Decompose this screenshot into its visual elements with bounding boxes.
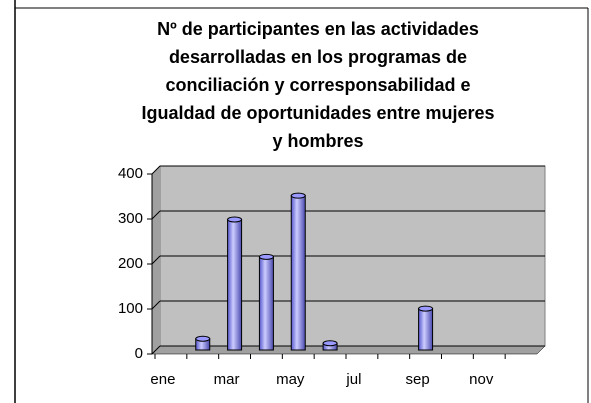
- grid-line-side: [151, 165, 161, 175]
- grid-line-side: [151, 210, 161, 220]
- x-tick-label: nov: [469, 371, 494, 388]
- bar: [195, 335, 211, 351]
- chart-title: Nº de participantes en las actividades: [157, 19, 479, 39]
- y-tick-label: 300: [118, 210, 143, 227]
- chart-title: conciliación y corresponsabilidad e: [165, 75, 470, 95]
- y-tick-label: 200: [118, 255, 143, 272]
- grid-line-side: [151, 255, 161, 265]
- x-tick-label: may: [276, 371, 305, 388]
- floor: [151, 345, 546, 355]
- grid-line-side: [151, 345, 161, 355]
- bar: [227, 216, 243, 351]
- chart-title: desarrolladas en los programas de: [169, 47, 467, 67]
- chart-title: y hombres: [272, 131, 363, 151]
- x-tick-label: sep: [405, 371, 429, 388]
- bar: [290, 192, 306, 351]
- y-tick-label: 0: [135, 345, 143, 362]
- x-tick-label: jul: [345, 371, 361, 388]
- x-tick-label: mar: [214, 371, 240, 388]
- bar: [258, 253, 274, 351]
- y-tick-label: 100: [118, 300, 143, 317]
- bar: [322, 340, 338, 351]
- grid-line-side: [151, 300, 161, 310]
- x-tick-label: ene: [150, 371, 175, 388]
- y-tick-label: 400: [118, 165, 143, 182]
- chart-title: Igualdad de oportunidades entre mujeres: [141, 103, 494, 123]
- bar: [418, 305, 434, 351]
